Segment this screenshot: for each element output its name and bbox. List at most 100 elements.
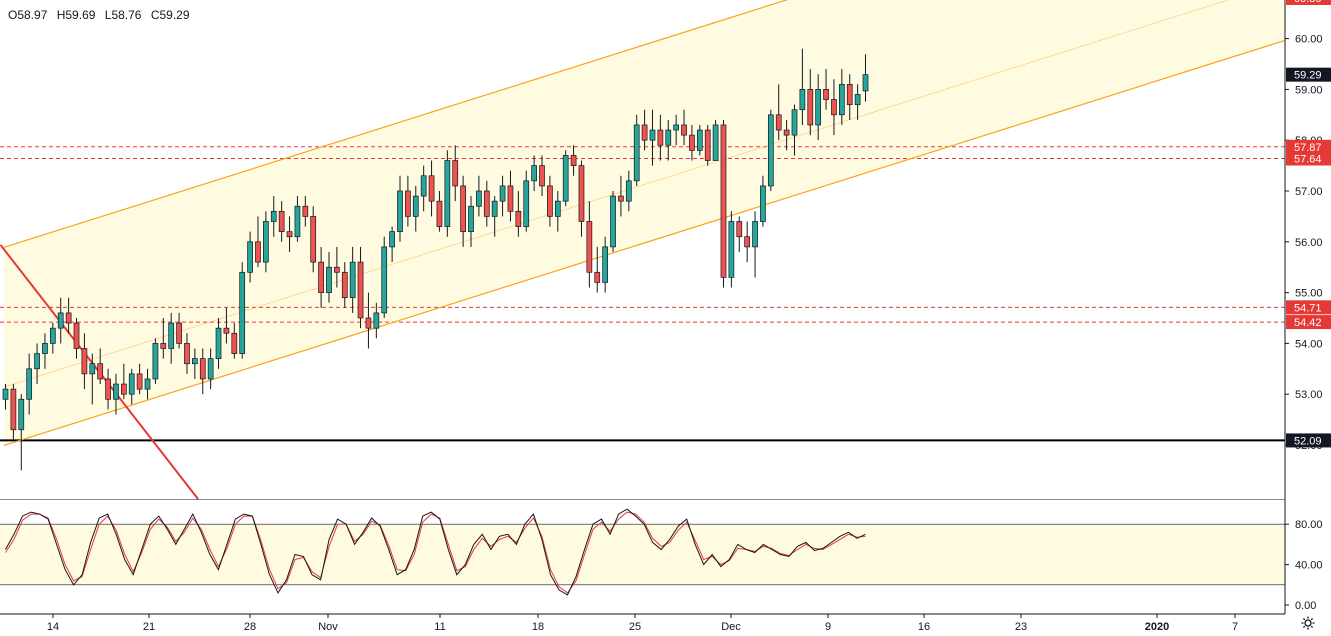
- candle-body: [499, 185, 506, 202]
- candle-body: [405, 190, 411, 217]
- candle-body: [255, 241, 261, 263]
- candle-body: [184, 343, 190, 365]
- candle-body: [160, 343, 167, 349]
- open-value: O58.97: [8, 8, 48, 22]
- time-tick-label: 11: [434, 621, 445, 633]
- candle-body: [846, 83, 853, 105]
- time-axis[interactable]: 14 21 28 Nov 11 18 25 Dec 9 16 23 2020 7: [0, 613, 1285, 633]
- candle-body: [373, 312, 380, 329]
- candle-body: [444, 160, 451, 227]
- price-tick-label: 59.00: [1295, 84, 1323, 96]
- candle-body: [49, 327, 56, 344]
- time-tick-label: 28: [244, 621, 256, 633]
- candle-body: [665, 129, 672, 146]
- candle-body: [144, 378, 151, 390]
- price-level-badge: [1286, 139, 1331, 154]
- candle-body: [752, 221, 758, 248]
- candle-body: [744, 236, 751, 248]
- candle-body: [578, 165, 585, 222]
- price-level-label: 60.80: [1294, 0, 1322, 5]
- candle-body: [334, 266, 340, 273]
- last-price-label: 59.29: [1294, 70, 1322, 82]
- candle-body: [365, 317, 372, 329]
- time-tick-label: 9: [825, 621, 831, 633]
- price-axis[interactable]: 61.0060.0059.0058.0057.0056.0055.0054.00…: [1284, 0, 1331, 636]
- candle-body: [673, 124, 680, 131]
- candle-body: [838, 83, 845, 116]
- price-level-badge: [1286, 433, 1331, 448]
- candle-body: [696, 129, 703, 151]
- price-level-badge: [1286, 0, 1331, 5]
- candle-body: [412, 195, 419, 217]
- low-value: L58.76: [104, 8, 142, 22]
- candle-body: [483, 190, 490, 217]
- price-level-label: 57.87: [1294, 142, 1322, 154]
- candle-body: [310, 216, 317, 263]
- candle-body: [610, 195, 616, 248]
- channel-lower-line: [3, 39, 1286, 447]
- stochastic-tick-label: 80.00: [1295, 519, 1323, 531]
- price-tick-label: 53.00: [1295, 389, 1323, 401]
- candle-body: [18, 398, 25, 431]
- candle-body: [192, 358, 198, 365]
- candle-body: [357, 261, 364, 319]
- time-tick-label: Nov: [318, 621, 338, 633]
- candle-body: [270, 210, 277, 222]
- time-tick-label: 23: [1015, 621, 1027, 633]
- candle-body: [26, 368, 33, 400]
- candle-body: [712, 124, 719, 161]
- candle-body: [42, 343, 48, 354]
- candle-body: [594, 271, 601, 283]
- gear-icon[interactable]: [1301, 616, 1315, 630]
- channel-middle-line: [3, 0, 1229, 388]
- candle-body: [760, 185, 766, 222]
- channel-fill: [4, 0, 1285, 446]
- candle-body: [641, 124, 648, 141]
- price-level-badge: [1286, 151, 1331, 166]
- time-tick-label: 18: [532, 621, 544, 633]
- candle-body: [207, 358, 214, 380]
- price-level-label: 54.42: [1294, 317, 1322, 329]
- candle-body: [823, 89, 829, 100]
- candle-body: [113, 383, 119, 400]
- candle-body: [318, 261, 324, 293]
- candle-body: [799, 89, 806, 111]
- candle-body: [515, 210, 522, 227]
- candle-body: [247, 241, 253, 273]
- candle-body: [452, 160, 459, 187]
- time-tick-label: 16: [918, 621, 930, 633]
- candle-body: [215, 327, 222, 359]
- candle-body: [720, 124, 727, 278]
- candle-body: [57, 312, 64, 329]
- candle-body: [602, 246, 608, 283]
- time-tick-label: 14: [47, 621, 59, 633]
- candle-body: [689, 134, 695, 151]
- candle-body: [736, 221, 743, 238]
- time-tick-label: 21: [143, 621, 155, 633]
- channel-upper-line: [3, 0, 789, 248]
- ohlc-readout: O58.97 H59.69 L58.76 C59.29: [8, 8, 196, 22]
- high-value: H59.69: [56, 8, 96, 22]
- stochastic-pane[interactable]: [0, 500, 1285, 614]
- candle-body: [657, 129, 664, 146]
- candle-body: [633, 124, 640, 182]
- candle-body: [681, 124, 687, 136]
- time-tick-label: 7: [1232, 621, 1238, 633]
- candle-body: [105, 378, 111, 400]
- candle-body: [468, 205, 474, 232]
- candle-body: [586, 221, 593, 273]
- price-pane[interactable]: [0, 0, 1286, 501]
- candle-body: [278, 210, 285, 232]
- candle-body: [65, 312, 72, 324]
- candle-body: [831, 99, 837, 116]
- candle-body: [176, 322, 182, 344]
- candle-body: [389, 231, 395, 248]
- candle-body: [854, 94, 861, 105]
- candle-body: [128, 373, 135, 395]
- candle-body: [302, 205, 309, 217]
- stochastic-tick-label: 40.00: [1295, 560, 1323, 572]
- price-tick-label: 56.00: [1295, 237, 1323, 249]
- candle-body: [326, 266, 332, 293]
- close-value: C59.29: [150, 8, 190, 22]
